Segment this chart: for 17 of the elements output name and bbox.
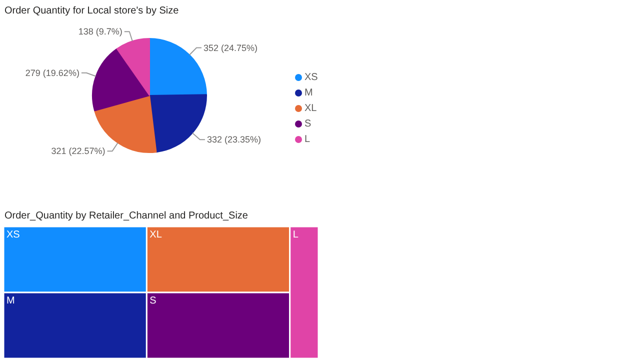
legend-label: XL <box>304 103 318 114</box>
category-label: XL <box>150 230 162 240</box>
data-label: 279 (19.62%) <box>25 68 80 78</box>
data-label: 352 (24.75%) <box>204 42 258 53</box>
legend-label: S <box>304 118 312 130</box>
category-label: XS <box>6 230 20 240</box>
data-label: 332 (23.35%) <box>206 134 262 145</box>
legend-label: L <box>304 134 310 145</box>
legend-label: M <box>304 88 313 98</box>
text: Order_Quantity by Retailer_Channel and Product_Size <box>4 210 248 222</box>
category-label: S <box>150 296 157 306</box>
data-label: 138 (9.7%) <box>78 26 122 37</box>
category-label: M <box>6 296 15 306</box>
data-label: 321 (22.57%) <box>51 146 106 156</box>
legend-label: XS <box>304 72 318 83</box>
category-label: L <box>292 230 299 240</box>
chart-title: Order Quantity for Local store's by Size <box>4 6 180 16</box>
